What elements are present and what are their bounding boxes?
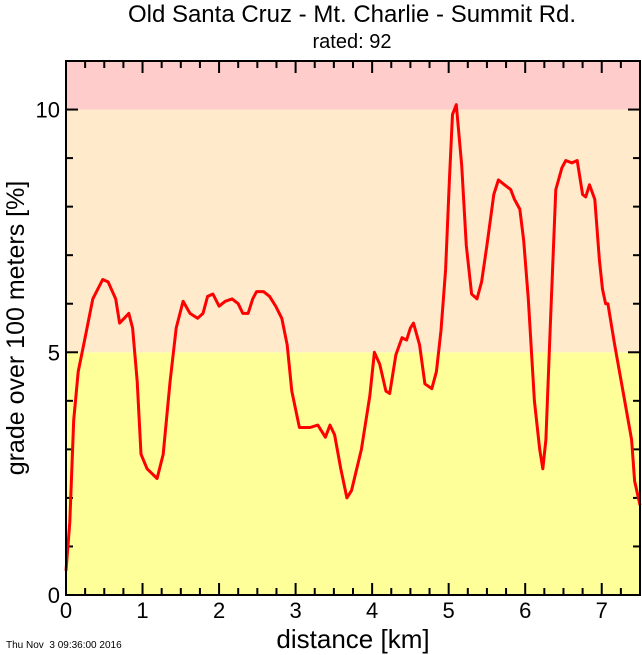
chart-subtitle: rated: 92: [313, 31, 392, 53]
x-tick-label: 4: [366, 598, 378, 623]
x-axis-label: distance [km]: [276, 624, 429, 654]
x-tick-label: 2: [213, 598, 225, 623]
x-tick-label: 1: [136, 598, 148, 623]
band-2: [66, 61, 640, 110]
y-axis-label: grade over 100 meters [%]: [2, 181, 30, 476]
chart-title: Old Santa Cruz - Mt. Charlie - Summit Rd…: [128, 1, 576, 28]
grade-bands: [66, 61, 640, 595]
x-tick-label: 3: [289, 598, 301, 623]
grade-line: [64, 103, 642, 571]
plot-frame: [65, 60, 641, 596]
band-1: [66, 109, 640, 353]
band-0: [66, 352, 640, 595]
y-tick-label: 5: [48, 340, 60, 365]
timestamp: Thu Nov 3 09:36:00 2016: [6, 640, 122, 651]
axis-ticks: [65, 60, 641, 596]
y-tick-label: 0: [48, 583, 60, 608]
x-tick-label: 5: [443, 598, 455, 623]
y-tick-label: 10: [36, 98, 60, 123]
tick-labels: 0 1 2 3 4 5 6 7 0 5 10: [36, 98, 608, 623]
x-tick-label: 0: [60, 598, 72, 623]
x-tick-label: 6: [519, 598, 531, 623]
x-tick-label: 7: [596, 598, 608, 623]
